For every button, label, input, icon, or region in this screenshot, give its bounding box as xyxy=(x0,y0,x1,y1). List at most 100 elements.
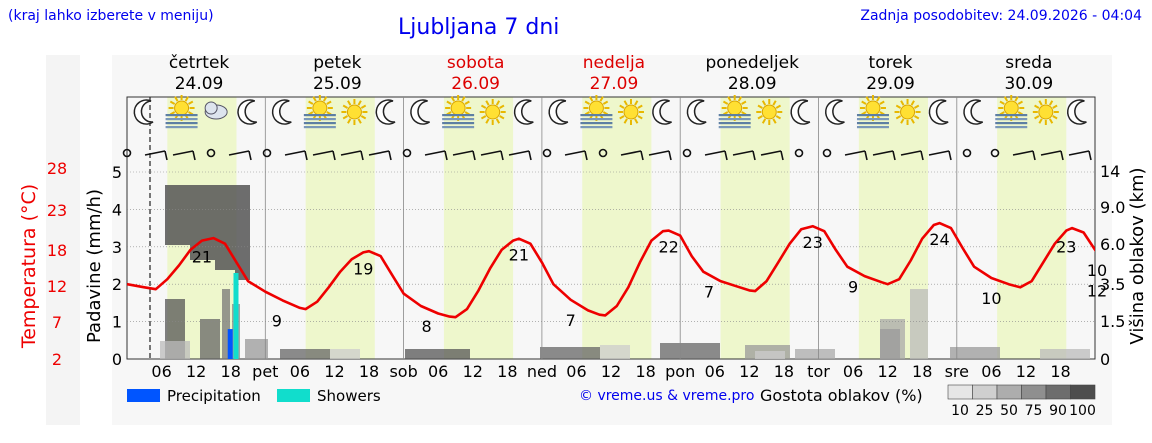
cloud-patch xyxy=(235,185,250,280)
fog-icon xyxy=(995,114,1028,129)
sun-ray xyxy=(589,96,594,102)
wind-calm-marker xyxy=(402,148,412,158)
temperature-series-line xyxy=(127,221,1095,319)
wind-barb xyxy=(948,150,952,161)
day-abbr-tick-label: ned xyxy=(527,362,557,381)
hour-tick-label: 06 xyxy=(290,362,310,381)
cloud-patch xyxy=(330,349,360,359)
sun-ray xyxy=(623,118,628,124)
moon-icon xyxy=(271,99,292,125)
sun-ray xyxy=(480,115,487,120)
sun-ray xyxy=(1014,96,1019,102)
cloud-patch xyxy=(280,349,330,359)
day-name: sobota xyxy=(447,53,505,73)
hour-tick-label: 12 xyxy=(463,362,483,381)
wind-barb xyxy=(844,150,866,156)
fog-line xyxy=(718,126,751,129)
sun-ray xyxy=(1048,118,1054,124)
sun-ray xyxy=(1034,115,1040,120)
wind-calm-marker xyxy=(794,148,804,158)
wind-barb xyxy=(508,150,530,156)
day-date: 26.09 xyxy=(451,74,500,94)
cloud-icon xyxy=(204,101,228,120)
wind-barb xyxy=(1088,150,1092,161)
fog-line xyxy=(580,126,613,129)
sun-ray xyxy=(913,104,920,109)
fog-icon xyxy=(580,114,613,129)
fog-line xyxy=(995,114,1028,117)
moon-shape xyxy=(686,99,707,125)
sun-ray xyxy=(900,100,905,106)
moon-shape xyxy=(410,99,430,125)
cloud-patch xyxy=(160,341,190,359)
sun-ray xyxy=(999,100,1005,105)
fog-line xyxy=(856,118,889,121)
sun-ray xyxy=(772,100,777,106)
moon-shape xyxy=(271,99,292,125)
wind-row xyxy=(122,148,1092,161)
day-abbr-tick-label: tor xyxy=(807,362,830,381)
sun-ray xyxy=(464,100,470,105)
wind-barb xyxy=(1068,150,1090,156)
wind-calm-marker xyxy=(262,148,272,158)
precip-tick-label: 1 xyxy=(112,313,122,332)
moon-icon xyxy=(928,99,949,125)
hour-tick-label: 12 xyxy=(1016,362,1036,381)
legend-swatch xyxy=(277,389,310,402)
axis-strip xyxy=(46,55,80,425)
temperature-label: 24 xyxy=(929,230,949,249)
moon-shape xyxy=(548,99,569,125)
temp-axis-label: Temperatura (°C) xyxy=(18,184,40,349)
sun-disc xyxy=(485,104,501,120)
cloud-legend-swatch xyxy=(972,384,998,400)
day-name: petek xyxy=(313,53,361,73)
sun-ray xyxy=(584,100,590,105)
sun-icon xyxy=(341,99,368,125)
moon-icon xyxy=(237,99,258,125)
wind-barb xyxy=(164,150,168,161)
cloud-legend-step: 75 xyxy=(1025,403,1043,419)
fog-line xyxy=(856,122,889,125)
fog-line xyxy=(442,122,475,125)
wind-barb xyxy=(892,150,896,161)
sun-ray xyxy=(1003,96,1009,102)
sun-ray xyxy=(347,100,352,106)
fog-line xyxy=(718,114,751,117)
sun-icon xyxy=(721,95,748,121)
fog-icon xyxy=(442,114,475,129)
sun-ray xyxy=(865,96,870,102)
cloud-shape xyxy=(204,101,218,115)
day-date: 25.09 xyxy=(313,74,362,94)
hour-tick-label: 06 xyxy=(705,362,725,381)
sun-disc xyxy=(346,104,362,120)
wind-barb xyxy=(920,150,924,161)
precip-tick-label: 3 xyxy=(112,238,122,257)
cloud-legend-swatch xyxy=(1021,384,1047,400)
sun-ray xyxy=(1052,104,1058,109)
sun-ray xyxy=(634,100,639,106)
temperature-label: 8 xyxy=(422,317,432,336)
sun-ray xyxy=(727,96,732,102)
hour-tick-label: 06 xyxy=(151,362,171,381)
sun-ray xyxy=(637,104,643,109)
fog-line xyxy=(442,114,475,117)
day-name: torek xyxy=(869,53,913,73)
day-date: 29.09 xyxy=(866,74,915,94)
sun-ray xyxy=(775,115,782,120)
wind-barb xyxy=(424,150,446,156)
temperature-label: 12 xyxy=(1087,281,1107,300)
fog-line xyxy=(165,126,198,129)
wind-barb xyxy=(248,150,252,161)
moon-icon xyxy=(790,99,811,125)
wind-barb xyxy=(332,150,336,161)
sun-disc xyxy=(1003,100,1019,116)
sun-ray xyxy=(599,96,604,102)
hour-tick-label: 12 xyxy=(186,362,206,381)
day-date: 24.09 xyxy=(175,74,224,94)
fog-icon xyxy=(165,114,198,129)
sun-ray xyxy=(602,100,609,105)
hour-tick-label: 18 xyxy=(359,362,379,381)
wind-barb xyxy=(304,150,308,161)
cloud-height-tick-label: 0 xyxy=(1100,350,1110,369)
